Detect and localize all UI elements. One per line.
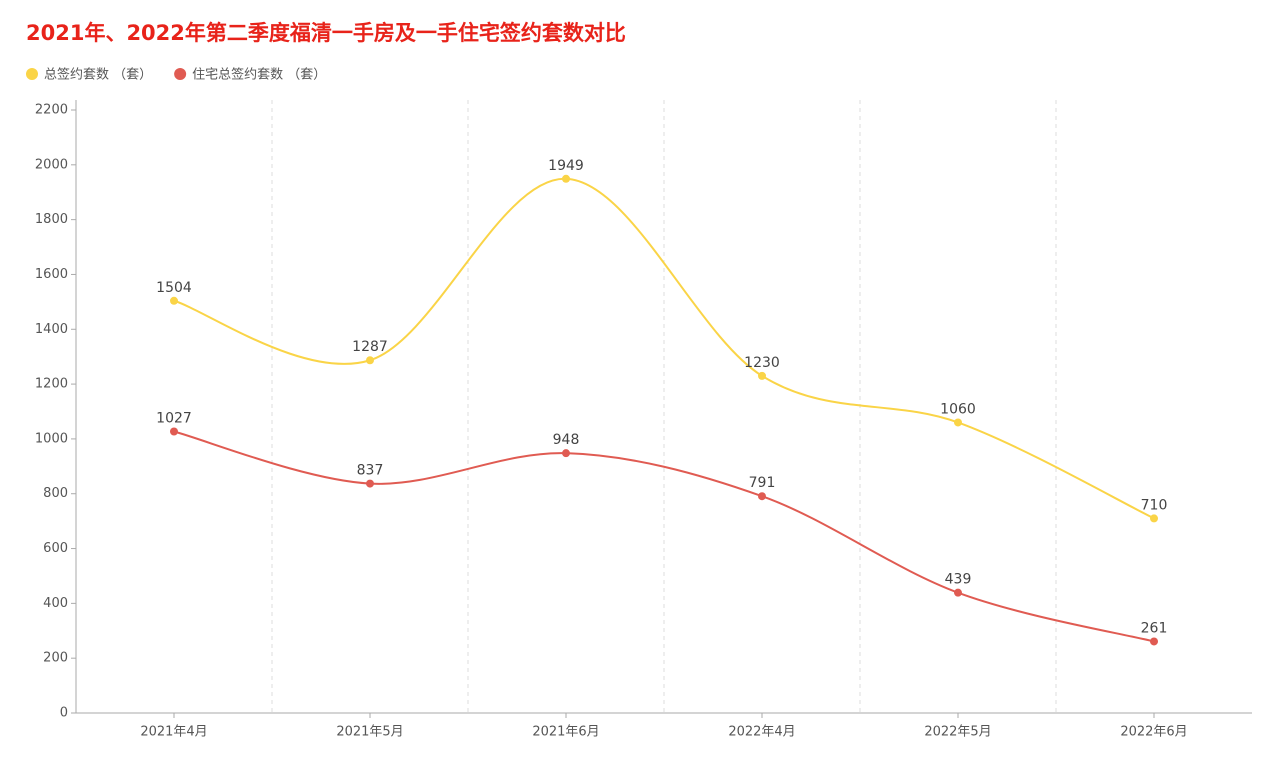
data-point [1150, 637, 1158, 646]
series-line [173, 430, 1155, 643]
value-label: 1287 [352, 339, 388, 355]
x-tick-label: 2021年5月 [336, 725, 403, 740]
value-label: 1027 [156, 411, 192, 427]
value-label: 791 [749, 475, 776, 491]
chart-title: 2021年、2022年第二季度福清一手房及一手住宅签约套数对比 [26, 21, 626, 45]
value-label: 948 [553, 432, 580, 448]
data-point [366, 356, 374, 365]
y-tick-label: 1000 [35, 431, 68, 446]
series-line [173, 177, 1155, 520]
legend-marker [26, 68, 38, 80]
value-label: 439 [945, 572, 972, 588]
data-point [954, 418, 962, 427]
y-tick-label: 600 [43, 541, 68, 556]
legend-label: 住宅总签约套数 （套） [192, 67, 326, 83]
y-tick-label: 2200 [35, 103, 68, 118]
y-tick-label: 0 [60, 706, 68, 721]
data-point [562, 449, 570, 458]
data-point [1150, 514, 1158, 523]
data-point [758, 371, 766, 380]
legend-marker [174, 68, 187, 80]
y-tick-label: 1600 [35, 267, 68, 282]
value-label: 1949 [548, 158, 584, 174]
y-tick-label: 1400 [35, 322, 68, 337]
x-tick-label: 2022年4月 [728, 725, 795, 740]
legend-label: 总签约套数 （套） [44, 67, 152, 83]
x-tick-label: 2022年5月 [924, 725, 991, 740]
x-tick-label: 2022年6月 [1120, 725, 1187, 740]
y-tick-label: 400 [43, 596, 68, 611]
data-point [170, 296, 178, 305]
data-point [366, 479, 374, 488]
data-point [170, 427, 178, 436]
x-tick-label: 2021年6月 [532, 725, 599, 740]
data-point [954, 588, 962, 597]
y-tick-label: 2000 [35, 157, 68, 172]
data-point [562, 174, 570, 183]
value-label: 1230 [744, 355, 780, 371]
value-label: 261 [1141, 620, 1168, 636]
data-point [758, 492, 766, 501]
y-tick-label: 800 [43, 486, 68, 501]
value-label: 1504 [156, 280, 192, 296]
value-label: 837 [357, 463, 384, 479]
value-label: 710 [1141, 497, 1168, 513]
x-tick-label: 2021年4月 [140, 725, 207, 740]
value-label: 1060 [940, 401, 976, 417]
y-tick-label: 1200 [35, 377, 68, 392]
y-tick-label: 1800 [35, 212, 68, 227]
y-tick-label: 200 [43, 651, 68, 666]
